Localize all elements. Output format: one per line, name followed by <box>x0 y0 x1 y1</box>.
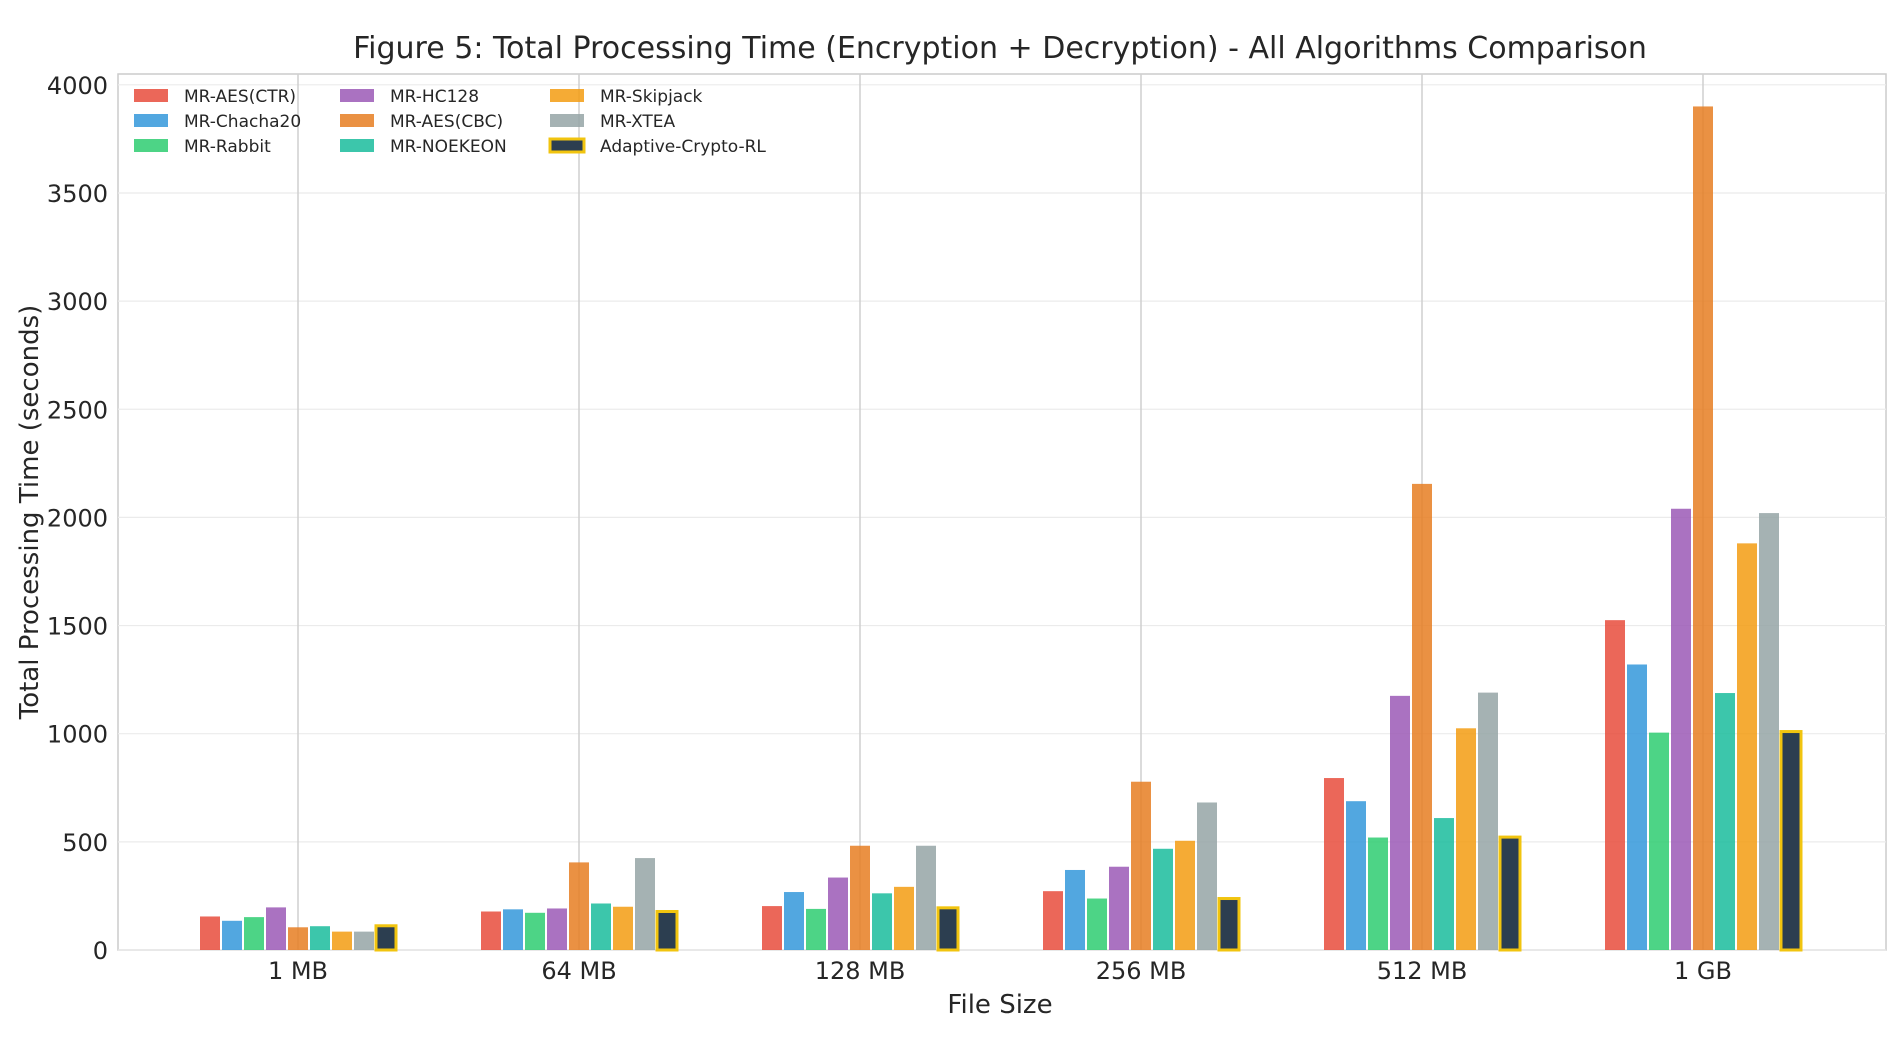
bar <box>481 911 501 950</box>
legend-swatch <box>340 139 374 152</box>
bar <box>1065 869 1085 950</box>
bar <box>936 906 960 952</box>
bar <box>200 916 220 950</box>
x-tick-label: 512 MB <box>1377 957 1468 985</box>
bar <box>1498 835 1522 952</box>
bar <box>266 907 286 950</box>
legend: MR-AES(CTR) MR-Chacha20 MR-Rabbit MR-HC128 M… <box>134 87 766 157</box>
y-tick-label: 4000 <box>47 72 108 100</box>
y-tick-label: 500 <box>62 829 108 857</box>
bar <box>244 917 264 950</box>
legend-label: MR-Skipjack <box>600 87 703 107</box>
gridlines <box>118 74 1886 951</box>
bar <box>1434 818 1454 950</box>
bar <box>1197 802 1217 950</box>
bar <box>288 927 308 950</box>
x-tick-label: 1 MB <box>268 957 328 985</box>
bar <box>894 886 914 950</box>
bar <box>1671 508 1691 950</box>
bar <box>872 893 892 950</box>
x-axis-label: File Size <box>947 990 1052 1020</box>
bar <box>1693 106 1713 950</box>
x-tick-label: 128 MB <box>815 957 906 985</box>
legend-swatch <box>340 114 374 127</box>
bar <box>222 920 242 950</box>
legend-label: MR-HC128 <box>390 87 479 107</box>
legend-label: MR-NOEKEON <box>390 137 507 157</box>
legend-label: MR-Rabbit <box>184 137 271 157</box>
bars-group <box>200 106 1803 952</box>
legend-label: MR-AES(CTR) <box>184 87 296 107</box>
chart-title: Figure 5: Total Processing Time (Encrypt… <box>353 31 1647 66</box>
legend-swatch <box>134 114 168 127</box>
y-axis: 0 500 1000 1500 2000 2500 3000 3500 4000 <box>47 72 108 965</box>
bar <box>1627 664 1647 950</box>
bar <box>916 845 936 950</box>
bar <box>1131 781 1151 950</box>
bar <box>547 908 567 950</box>
x-tick-label: 64 MB <box>541 957 616 985</box>
y-tick-label: 3500 <box>47 180 108 208</box>
bar <box>1324 778 1344 950</box>
x-tick-label: 1 GB <box>1674 957 1732 985</box>
legend-label: Adaptive-Crypto-RL <box>600 137 766 157</box>
bar <box>1390 695 1410 950</box>
legend-swatch <box>340 89 374 102</box>
bar <box>1412 483 1432 950</box>
bar <box>784 892 804 950</box>
bar <box>1346 801 1366 950</box>
legend-swatch <box>134 139 168 152</box>
y-tick-label: 2500 <box>47 396 108 424</box>
legend-swatch <box>550 89 584 102</box>
bar <box>762 906 782 950</box>
bar <box>613 906 633 950</box>
bar <box>569 862 589 950</box>
y-tick-label: 1000 <box>47 721 108 749</box>
y-axis-label: Total Processing Time (seconds) <box>15 305 45 721</box>
bar <box>332 931 352 950</box>
y-tick-label: 0 <box>93 937 108 965</box>
bar <box>1043 891 1063 950</box>
bar <box>1779 730 1803 952</box>
y-tick-label: 2000 <box>47 504 108 532</box>
legend-swatch <box>548 137 586 154</box>
legend-swatch <box>134 89 168 102</box>
bar <box>1737 543 1757 950</box>
bar <box>1478 692 1498 950</box>
bar <box>1087 898 1107 950</box>
x-tick-label: 256 MB <box>1096 957 1187 985</box>
bar <box>503 909 523 950</box>
bar <box>591 903 611 950</box>
y-tick-label: 1500 <box>47 613 108 641</box>
y-tick-label: 3000 <box>47 288 108 316</box>
bar <box>1368 837 1388 950</box>
bar <box>635 858 655 950</box>
bar <box>1715 693 1735 950</box>
bar <box>828 877 848 950</box>
plot-frame <box>117 73 1887 951</box>
legend-swatch <box>550 114 584 127</box>
bar <box>354 931 374 950</box>
bar <box>1217 897 1241 952</box>
bar <box>1649 732 1669 950</box>
bar <box>655 909 679 952</box>
bar <box>1109 866 1129 950</box>
bar <box>1153 848 1173 950</box>
legend-label: MR-XTEA <box>600 112 676 132</box>
bar <box>806 908 826 950</box>
bar <box>374 924 398 952</box>
x-axis: 1 MB 64 MB 128 MB 256 MB 512 MB 1 GB <box>268 957 1732 985</box>
legend-label: MR-Chacha20 <box>184 112 301 132</box>
bar <box>1759 513 1779 950</box>
bar <box>1605 620 1625 950</box>
bar <box>1456 728 1476 950</box>
legend-label: MR-AES(CBC) <box>390 112 503 132</box>
bar <box>850 845 870 950</box>
bar <box>525 912 545 950</box>
bar <box>1175 840 1195 950</box>
bar <box>310 926 330 950</box>
